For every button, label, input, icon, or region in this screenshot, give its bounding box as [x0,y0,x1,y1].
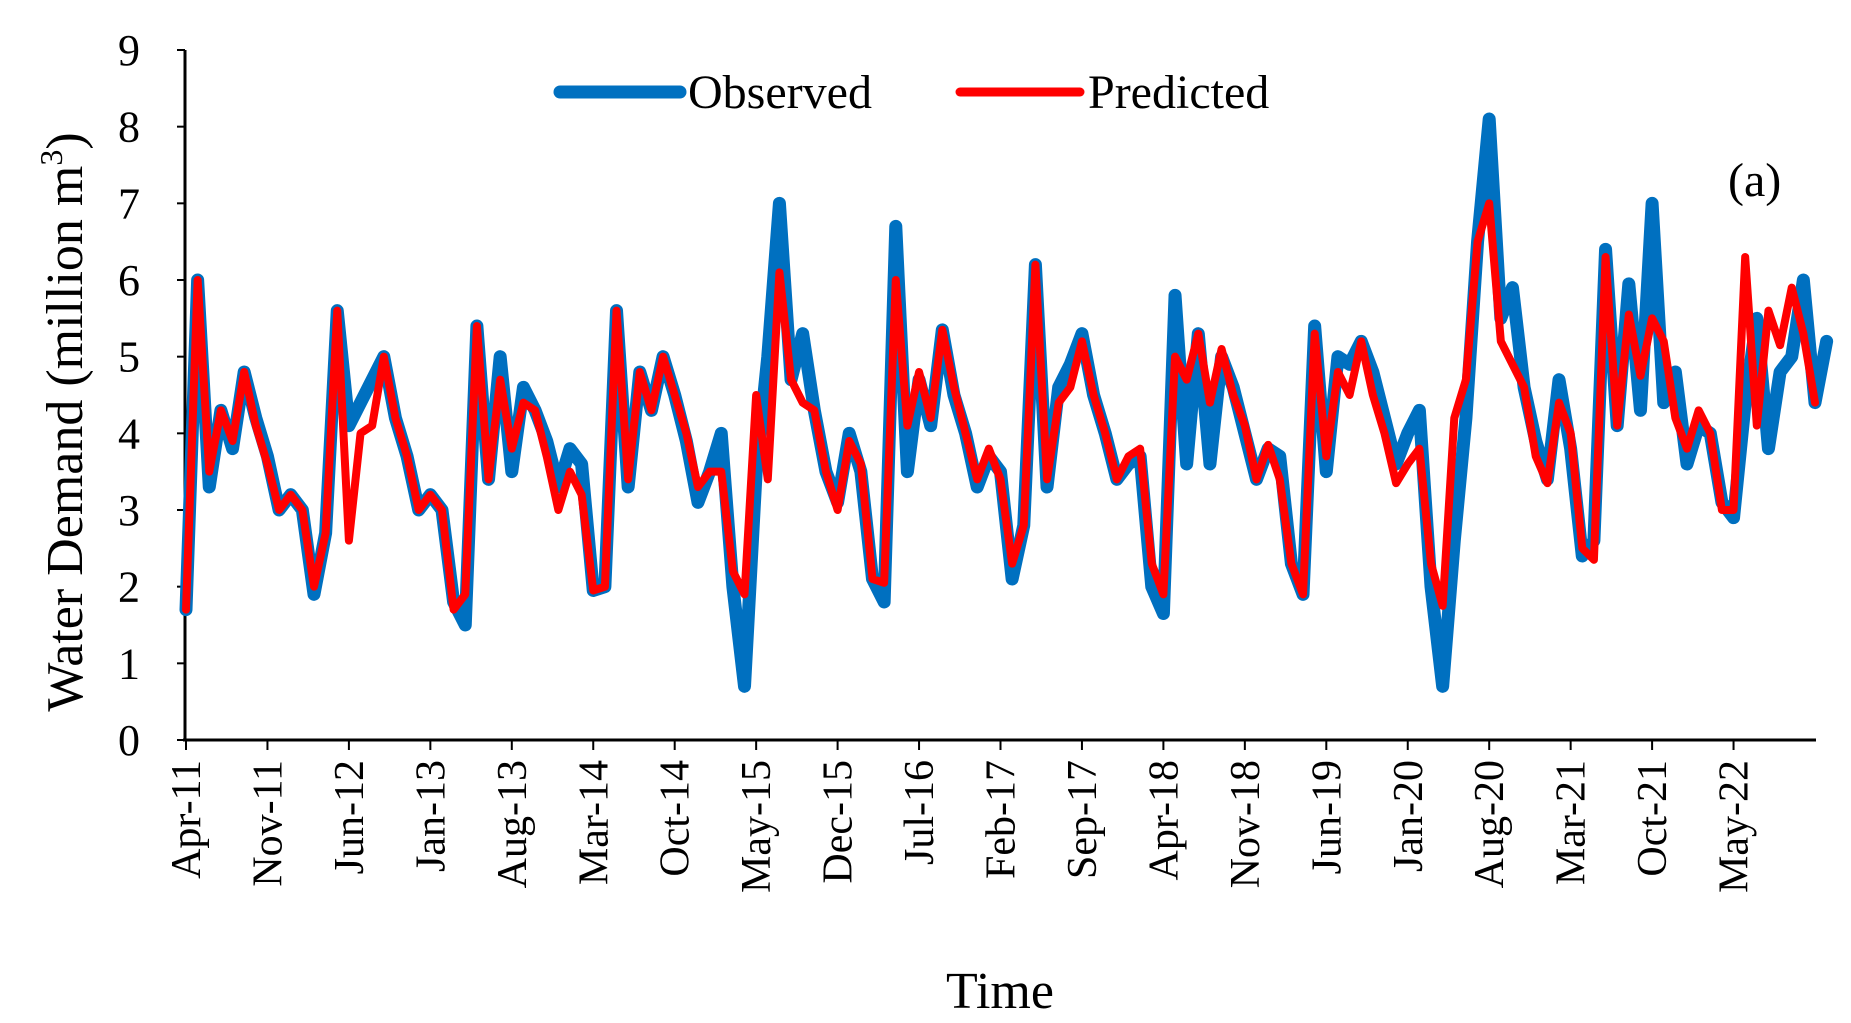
x-tick-label: Sep-17 [1060,760,1106,879]
y-tick-label: 8 [118,103,140,152]
y-tick-label: 4 [118,409,140,458]
x-tick-label: Jun-19 [1304,760,1350,874]
y-tick-label: 1 [118,639,140,688]
y-tick-label: 3 [118,486,140,535]
x-tick-label: Apr-18 [1141,760,1187,880]
x-tick-label: Feb-17 [979,760,1025,879]
x-tick-label: Mar-14 [571,760,617,885]
x-tick-label: Mar-21 [1549,760,1595,885]
x-tick-label: Nov-11 [245,760,291,887]
x-tick-label: Jun-12 [327,760,373,874]
series-layer [179,112,1834,693]
y-axis-title: Water Demand (million m3) [33,132,94,711]
x-tick-label: May-22 [1712,760,1758,893]
x-tick-label: Dec-15 [816,760,862,884]
panel-label: (a) [1728,154,1781,207]
legend: Observed Predicted [553,66,1269,119]
legend-label-observed: Observed [688,66,872,119]
series-line-predicted [182,199,1819,614]
y-tick-label: 6 [118,256,140,305]
x-tick-label: May-15 [734,760,780,893]
x-axis-ticks: Apr-11 Nov-11 Jun-12 Jan-13 Aug-13 Mar-14 Oct-… [164,740,1758,893]
x-tick-label: Apr-11 [164,760,210,879]
x-tick-label: Jul-16 [897,760,943,865]
x-tick-label: Aug-13 [490,760,536,888]
y-tick-label: 0 [118,716,140,765]
y-axis-title-superscript: 3 [33,150,69,166]
x-tick-label: Jan-13 [408,760,454,872]
x-axis-title: Time [946,963,1054,1020]
x-tick-label: Oct-21 [1630,760,1676,877]
y-tick-label: 5 [118,333,140,382]
y-tick-label: 2 [118,563,140,612]
y-tick-label: 9 [118,26,140,75]
series-line-observed [179,112,1834,693]
x-tick-label: Aug-20 [1467,760,1513,888]
x-tick-label: Oct-14 [653,760,699,877]
y-tick-label: 7 [118,179,140,228]
y-axis-ticks: 0 1 2 3 4 5 6 7 8 9 [118,26,185,765]
legend-label-predicted: Predicted [1088,66,1269,119]
y-axis-title-close: ) [37,132,94,149]
x-tick-label: Jan-20 [1386,760,1432,872]
y-axis-title-main: Water Demand (million m [37,166,94,712]
x-tick-label: Nov-18 [1223,760,1269,888]
